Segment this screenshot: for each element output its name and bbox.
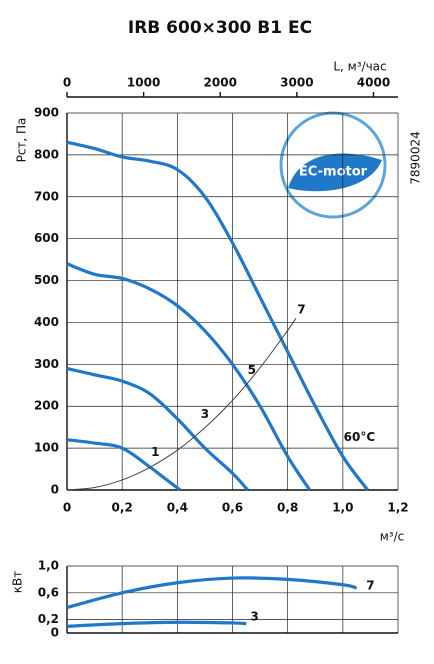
y-tick-label: 400 xyxy=(34,315,59,329)
x-tick-label: 0,4 xyxy=(167,501,188,515)
x-tick-label: 0,8 xyxy=(277,501,298,515)
top-tick-label: 0 xyxy=(63,76,71,90)
curve xyxy=(66,620,247,628)
y-tick-label: 200 xyxy=(34,399,59,413)
y-tick-label: 800 xyxy=(34,147,59,161)
x-axis-label: м³/с xyxy=(380,530,405,544)
y-tick-label: 600 xyxy=(34,231,59,245)
y-tick-label: 300 xyxy=(34,357,59,371)
annotation: 3 xyxy=(250,609,258,623)
annotation: 1 xyxy=(151,445,159,459)
y-tick-label: 900 xyxy=(34,106,59,120)
x-tick-label: 1,0 xyxy=(332,501,353,515)
curve xyxy=(66,576,358,610)
y-axis-label: кВт xyxy=(11,571,25,593)
x-tick-label: 0,6 xyxy=(222,501,243,515)
top-tick-label: 1000 xyxy=(127,76,160,90)
top-tick-label: 2000 xyxy=(204,76,237,90)
annotation: 7 xyxy=(297,302,305,316)
y-tick-label: 100 xyxy=(34,441,59,455)
y-tick-label: 500 xyxy=(34,273,59,287)
x-tick-label: 1,2 xyxy=(387,501,408,515)
top-tick-label: 4000 xyxy=(357,76,390,90)
top-axis-label: L, м³/час xyxy=(333,60,386,74)
y-axis-label: Рст, Па xyxy=(15,118,29,163)
y-tick-label: 700 xyxy=(34,189,59,203)
top-tick-label: 3000 xyxy=(280,76,313,90)
curve xyxy=(66,366,249,492)
curve xyxy=(66,317,297,491)
y-tick-label: 0,2 xyxy=(38,612,59,626)
side-code: 7890024 xyxy=(409,131,423,184)
y-tick-label: 0 xyxy=(51,626,59,640)
logo: EC-motor xyxy=(279,111,387,219)
annotation: 5 xyxy=(248,363,256,377)
y-tick-label: 0 xyxy=(51,483,59,497)
y-tick-label: 0,6 xyxy=(38,585,59,599)
logo-text: EC-motor xyxy=(299,165,368,180)
annotation: 7 xyxy=(366,579,374,593)
x-tick-label: 0,2 xyxy=(112,501,133,515)
curve xyxy=(66,140,369,491)
annotation: 3 xyxy=(201,407,209,421)
annotation: 60°C xyxy=(344,430,376,444)
curve xyxy=(66,262,312,491)
y-tick-label: 1,0 xyxy=(38,559,59,573)
curve xyxy=(66,438,182,492)
x-tick-label: 0 xyxy=(63,501,71,515)
chart-title: IRB 600×300 B1 EC xyxy=(128,18,312,38)
logo-leaf xyxy=(288,153,382,192)
